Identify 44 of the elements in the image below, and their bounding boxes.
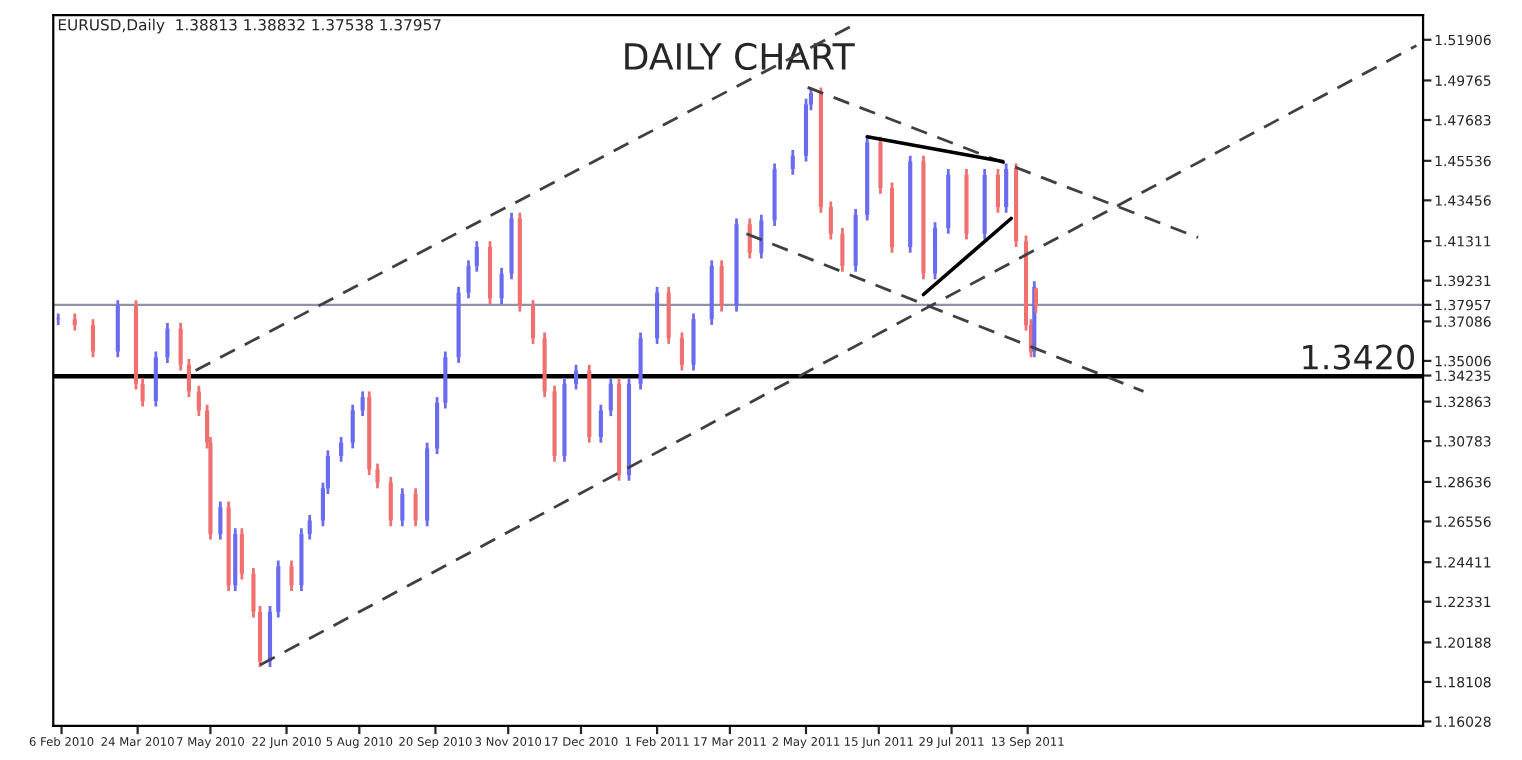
candlestick [840, 226, 845, 274]
candlestick [276, 559, 281, 619]
candlestick [638, 331, 643, 391]
candlestick [466, 258, 471, 300]
candlestick [339, 435, 344, 464]
candlestick [413, 486, 418, 528]
candlestick [186, 357, 191, 399]
candlestick [655, 285, 660, 346]
candlestick [388, 475, 393, 528]
candlestick [350, 403, 355, 450]
candlestick [828, 200, 833, 241]
candlestick [375, 462, 380, 490]
candlestick [153, 350, 158, 408]
candlestick [165, 321, 170, 365]
candlestick [679, 331, 684, 372]
candlestick [932, 220, 938, 281]
candlestick [474, 239, 479, 274]
candlestick [573, 363, 579, 391]
candlestick [400, 486, 405, 528]
candlestick [307, 513, 312, 541]
candlestick [443, 350, 448, 410]
candlestick [196, 384, 201, 418]
candlestick [115, 298, 120, 359]
candlestick [530, 298, 536, 346]
text: DAILY CHART [625, 42, 855, 71]
candlestick [608, 376, 613, 418]
candlestick [719, 258, 724, 313]
ref-line-label: 1.3420 [1303, 344, 1415, 370]
candlestick [178, 321, 183, 372]
candlestick [360, 390, 365, 418]
candlestick [56, 312, 61, 327]
candlestick [790, 148, 795, 177]
candlestick [666, 285, 671, 346]
candlestick [995, 167, 1000, 215]
candlestick [289, 559, 294, 593]
candlestick [218, 500, 223, 541]
candlestick [1004, 162, 1009, 215]
candlestick [90, 317, 96, 359]
candlestick [691, 312, 696, 372]
candlestick [435, 395, 440, 456]
candlestick [878, 135, 883, 196]
candlestick [499, 266, 504, 306]
candlestick [598, 403, 603, 445]
candlestick [239, 526, 244, 581]
